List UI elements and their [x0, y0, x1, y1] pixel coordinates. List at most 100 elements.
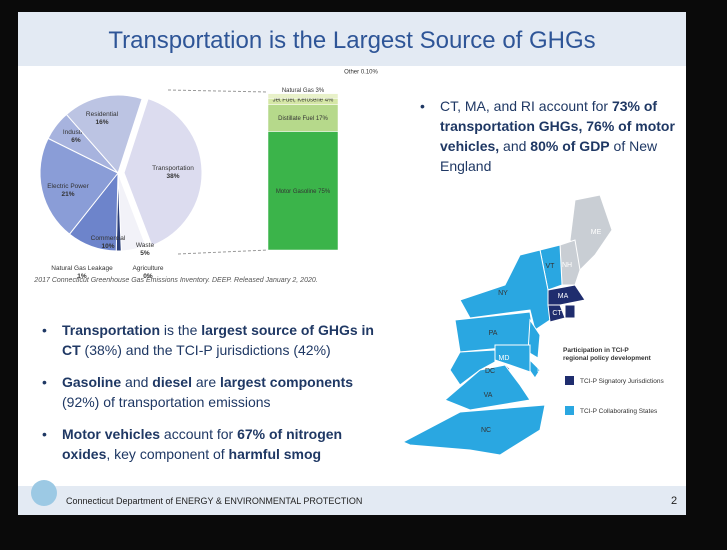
text-run: and	[499, 138, 531, 154]
pie-value-label: 5%	[140, 250, 150, 257]
state-label: VT	[546, 263, 556, 270]
page-number: 2	[671, 495, 677, 507]
state-label: ME	[591, 229, 602, 236]
bullet: CT, MA, and RI account for 73% of transp…	[418, 96, 690, 176]
map	[401, 194, 613, 456]
pie-value-label: 1%	[77, 273, 87, 280]
text-run: largest components	[220, 374, 354, 390]
state-label: RI	[579, 312, 586, 319]
text-run: diesel	[152, 374, 192, 390]
state-shape	[547, 284, 586, 306]
bar-label: Jet Fuel, Kerosene 4%	[273, 97, 334, 103]
text-run: harmful smog	[228, 446, 322, 462]
pie-value-label: 0%	[143, 273, 153, 280]
bar-label-name: Distillate Fuel	[278, 116, 314, 122]
bar-label-name: Other	[344, 70, 359, 76]
text-run: CT, MA, and RI account for	[440, 98, 612, 114]
text-run: , key component of	[106, 446, 229, 462]
slide: Transportation is the Largest Source of …	[18, 12, 686, 515]
text-run: Gasoline	[62, 374, 122, 390]
bar-label: Distillate Fuel 17%	[278, 116, 328, 122]
state-shape	[527, 318, 541, 359]
state-label: PA	[489, 330, 498, 337]
pie-slice	[65, 94, 143, 174]
bar-segment	[267, 104, 339, 132]
text-run: are	[191, 374, 220, 390]
legend-title-line: regional policy development	[563, 355, 652, 362]
text-run: 76% of motor vehicles,	[440, 118, 675, 154]
text-run: largest source of GHGs in CT	[62, 322, 374, 358]
state-label: NH	[562, 262, 572, 269]
text-run: and	[121, 374, 153, 390]
pie-value-label: 21%	[61, 191, 74, 198]
pie-label: Transportation	[152, 165, 194, 172]
text-run: account for	[160, 426, 238, 442]
bar-label: Motor Gasoline 75%	[276, 189, 331, 195]
connector	[177, 249, 269, 255]
state-label: DC	[485, 368, 495, 375]
bar-label: Other 0.10%	[344, 70, 378, 76]
legend-label: TCI-P Signatory Jurisdictions	[580, 378, 664, 385]
state-shape	[444, 364, 531, 411]
legend-label: TCI-P Collaborating States	[580, 408, 658, 415]
pie-value-label: 16%	[95, 119, 108, 126]
bar-label-name: Jet Fuel, Kerosene	[273, 97, 324, 103]
bar-label-value: 3%	[316, 88, 325, 94]
connector	[167, 89, 269, 93]
pie-label: Residential	[86, 111, 119, 118]
bar-label: Natural Gas 3%	[282, 88, 325, 94]
text-run: Transportation	[62, 322, 161, 338]
legend-swatch	[565, 376, 574, 385]
legend-title: Participation in TCI-P regional policy de…	[563, 347, 652, 362]
text-run: 73% of transportation GHGs,	[440, 98, 658, 134]
state-shape	[564, 304, 576, 319]
pie-label: Industrial	[63, 129, 90, 136]
pie-label: Natural Gas Leakage	[51, 265, 113, 272]
text-run: Motor vehicles	[62, 426, 161, 442]
source-note: 2017 Connecticut Greenhouse Gas Emission…	[33, 277, 317, 284]
state-shape	[401, 404, 546, 456]
state-label: NY	[498, 290, 508, 297]
footer-band	[18, 486, 686, 515]
bar-segment	[267, 93, 339, 99]
text-run: 80% of GDP	[530, 138, 610, 154]
text-run: of New England	[440, 138, 658, 174]
state-shape	[569, 194, 613, 271]
state-label: MD	[499, 355, 510, 362]
state-label: CT	[552, 310, 562, 317]
pie-label: Electric Power	[47, 183, 89, 190]
pie-value-label: 10%	[101, 243, 114, 250]
pie-slice	[123, 98, 203, 247]
legend-title-line: Participation in TCI-P	[563, 347, 629, 354]
text-run: (92%) of transportation emissions	[62, 394, 271, 410]
bullet: Motor vehicles account for 67% of nitrog…	[40, 424, 392, 464]
legend-swatch	[565, 406, 574, 415]
pie-value-label: 6%	[71, 137, 81, 144]
pie-label: Waste	[136, 242, 155, 249]
state-label: DE	[537, 367, 547, 374]
pie-value-label: 38%	[166, 173, 179, 180]
text-run: (38%) and the TCI-P jurisdictions (42%)	[80, 342, 331, 358]
bar-label-value: 0.10%	[361, 70, 379, 76]
state-label: MA	[558, 293, 569, 300]
bar-label-value: 4%	[325, 97, 334, 103]
pie-slice	[39, 137, 119, 235]
bullet: Gasoline and diesel are largest componen…	[40, 372, 392, 412]
bar-label-value: 75%	[318, 189, 331, 195]
footer-org: Connecticut Department of ENERGY & ENVIR…	[66, 496, 362, 506]
bar-segment	[267, 131, 339, 251]
bar-label-name: Motor Gasoline	[276, 189, 317, 195]
slide-graphics: Transportation38%Waste5%Agriculture0%Nat…	[31, 70, 677, 507]
text-run: 67% of nitrogen oxides	[62, 426, 343, 462]
slide-title: Transportation is the Largest Source of …	[18, 12, 686, 66]
state-label: NC	[481, 427, 491, 434]
bullet: Transportation is the largest source of …	[40, 320, 392, 360]
pie-label: Commercial	[91, 235, 126, 242]
bar-label-name: Natural Gas	[282, 88, 314, 94]
logo	[31, 480, 57, 506]
pie-label: Agriculture	[132, 265, 163, 272]
bar-label-value: 17%	[316, 116, 329, 122]
state-label: VA	[484, 392, 493, 399]
text-run: is the	[160, 322, 202, 338]
